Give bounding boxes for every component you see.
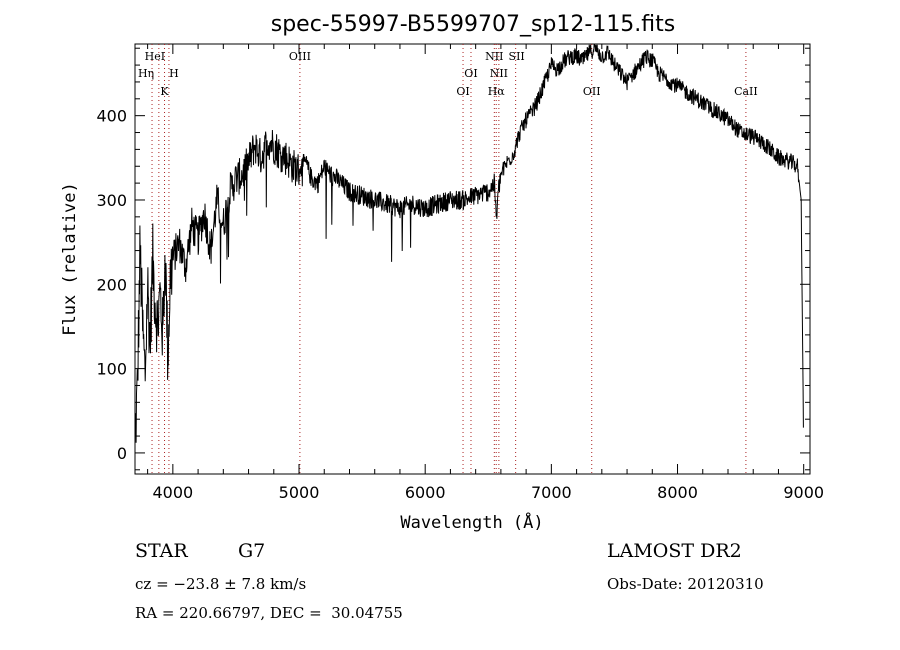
x-tick-label-2: 6000 xyxy=(405,483,446,502)
spectral-line-label-12: CaII xyxy=(734,85,758,98)
y-tick-label-4: 400 xyxy=(96,107,127,126)
spectral-line-label-1: Hη xyxy=(138,67,154,80)
spectrum-line xyxy=(134,44,804,443)
spectral-line-label-11: OII xyxy=(583,85,601,98)
x-tick-label-4: 8000 xyxy=(657,483,698,502)
x-tick-labels: 4000 5000 6000 7000 8000 9000 xyxy=(152,483,824,502)
survey-name: LAMOST DR2 xyxy=(607,540,742,562)
x-tick-label-5: 9000 xyxy=(783,483,824,502)
x-axis-label: Wavelength (Å) xyxy=(400,511,543,533)
y-tick-label-3: 300 xyxy=(96,191,127,210)
axis-ticks xyxy=(135,44,810,474)
object-subclass: G7 xyxy=(238,540,266,562)
y-tick-label-1: 100 xyxy=(96,360,127,379)
spectral-line-label-8: NII xyxy=(490,67,508,80)
spectral-line-label-4: OIII xyxy=(289,50,311,63)
coordinates: RA = 220.66797, DEC = 30.04755 xyxy=(135,604,403,622)
spectral-line-label-10: SII xyxy=(509,50,525,63)
spectral-line-label-7: NII xyxy=(485,50,503,63)
plot-frame xyxy=(134,43,811,475)
redshift-info: cz = −23.8 ± 7.8 km/s xyxy=(135,575,307,593)
chart-title: spec-55997-B5599707_sp12-115.fits xyxy=(271,12,676,37)
x-tick-label-0: 4000 xyxy=(152,483,193,502)
x-tick-label-3: 7000 xyxy=(531,483,572,502)
spectral-line-markers xyxy=(151,44,747,474)
y-axis-label: Flux (relative) xyxy=(60,182,80,336)
spectral-line-label-5: OI xyxy=(456,85,469,98)
object-class: STAR xyxy=(135,540,188,562)
y-tick-labels: 0 100 200 300 400 xyxy=(96,107,127,463)
spectral-line-label-6: OI xyxy=(464,67,477,80)
spectral-line-label-2: H xyxy=(169,67,179,80)
y-tick-label-0: 0 xyxy=(117,444,127,463)
spectral-line-labels: HeI Hη HK OIII OI OI NII NII Hα SII OII CaII xyxy=(138,50,758,98)
x-tick-label-1: 5000 xyxy=(279,483,320,502)
spectral-line-label-3: K xyxy=(160,85,169,98)
spectral-line-label-0: HeI xyxy=(145,50,165,63)
observation-date: Obs-Date: 20120310 xyxy=(607,575,764,593)
spectral-line-label-9: Hα xyxy=(488,85,506,98)
y-tick-label-2: 200 xyxy=(96,275,127,294)
